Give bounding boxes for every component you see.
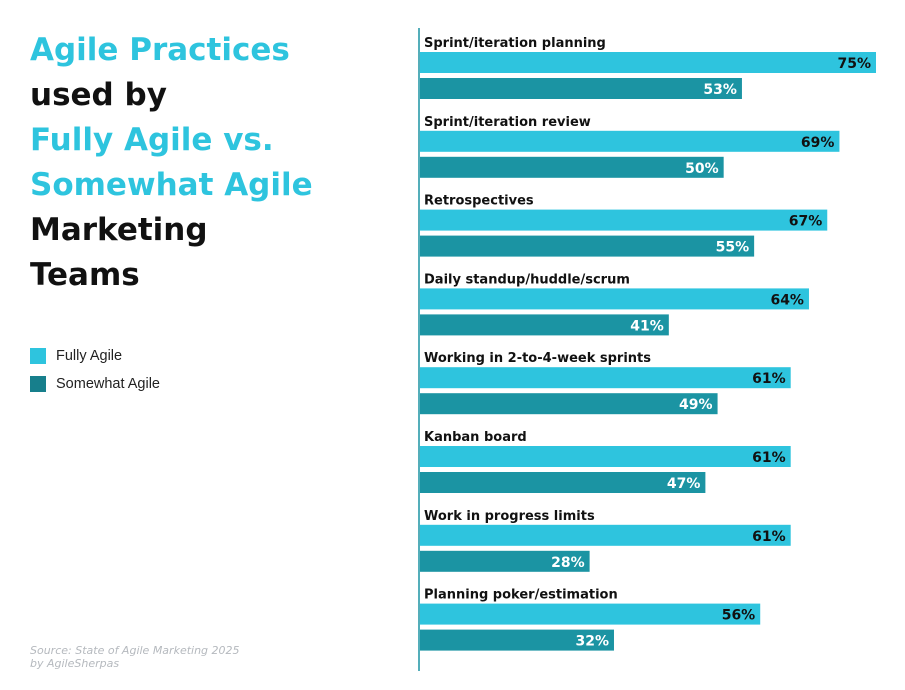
value-label-fully-agile-sprint-iteration-review: 69% [801,135,835,151]
title-line-5: Marketing [30,212,208,248]
title-line-4: Somewhat Agile [30,167,313,203]
source-line-1: Source: State of Agile Marketing 2025 [30,644,240,657]
bar-fully-agile-kanban-board [420,446,791,467]
category-label-kanban-board: Kanban board [424,430,527,445]
bar-somewhat-agile-planning-poker-estimation [420,629,614,651]
value-label-somewhat-agile-sprint-iteration-review: 50% [685,161,719,177]
value-label-fully-agile-retrospectives: 67% [789,214,823,230]
value-label-fully-agile-sprint-iteration-planning: 75% [837,56,871,72]
bar-somewhat-agile-work-in-progress-limits [420,550,590,572]
value-label-somewhat-agile-planning-poker-estimation: 32% [575,634,609,650]
bar-fully-agile-sprint-iteration-planning [420,52,876,73]
bar-somewhat-agile-working-in-2-to-4-week-sprints [420,393,718,415]
bar-somewhat-agile-retrospectives [420,235,755,257]
source-note: Source: State of Agile Marketing 2025 by… [30,644,240,670]
legend-item-fully-agile: Fully Agile [30,342,160,370]
bar-somewhat-agile-kanban-board [420,472,706,493]
bar-fully-agile-planning-poker-estimation [420,603,761,625]
bar-fully-agile-sprint-iteration-review [420,130,840,152]
category-label-work-in-progress-limits: Work in progress limits [424,509,595,524]
legend-swatch-somewhat-agile [30,376,46,392]
value-label-somewhat-agile-sprint-iteration-planning: 53% [703,82,737,98]
category-label-working-in-2-to-4-week-sprints: Working in 2-to-4-week sprints [424,351,651,366]
legend-item-somewhat-agile: Somewhat Agile [30,370,160,398]
value-label-somewhat-agile-working-in-2-to-4-week-sprints: 49% [679,397,713,413]
legend-swatch-fully-agile [30,348,46,364]
category-label-planning-poker-estimation: Planning poker/estimation [424,588,618,603]
value-label-fully-agile-daily-standup-huddle-scrum: 64% [770,292,804,308]
legend-label-somewhat-agile: Somewhat Agile [56,376,160,392]
value-label-somewhat-agile-retrospectives: 55% [716,240,750,256]
chart-title: Agile Practices used by Fully Agile vs. … [30,28,400,298]
category-label-daily-standup-huddle-scrum: Daily standup/huddle/scrum [424,272,630,287]
bar-somewhat-agile-sprint-iteration-planning [420,78,742,99]
source-line-2: by AgileSherpas [30,657,120,670]
category-label-retrospectives: Retrospectives [424,194,534,209]
bar-fully-agile-working-in-2-to-4-week-sprints [420,367,791,389]
value-label-somewhat-agile-kanban-board: 47% [667,476,701,492]
title-line-1: Agile Practices [30,32,290,68]
category-label-sprint-iteration-review: Sprint/iteration review [424,115,591,130]
bar-somewhat-agile-sprint-iteration-review [420,156,724,178]
value-label-fully-agile-planning-poker-estimation: 56% [722,608,756,624]
value-label-somewhat-agile-daily-standup-huddle-scrum: 41% [630,318,664,334]
value-label-fully-agile-working-in-2-to-4-week-sprints: 61% [752,371,786,387]
value-label-somewhat-agile-work-in-progress-limits: 28% [551,555,585,571]
title-line-6: Teams [30,257,140,293]
bar-fully-agile-daily-standup-huddle-scrum [420,288,809,310]
category-label-sprint-iteration-planning: Sprint/iteration planning [424,36,606,51]
bar-fully-agile-work-in-progress-limits [420,524,791,546]
title-line-2: used by [30,77,167,113]
legend-label-fully-agile: Fully Agile [56,348,123,364]
bar-fully-agile-retrospectives [420,209,828,231]
legend: Fully Agile Somewhat Agile [30,342,160,398]
bar-somewhat-agile-daily-standup-huddle-scrum [420,314,669,336]
value-label-fully-agile-kanban-board: 61% [752,450,786,466]
value-label-fully-agile-work-in-progress-limits: 61% [752,529,786,545]
title-line-3: Fully Agile vs. [30,122,274,158]
